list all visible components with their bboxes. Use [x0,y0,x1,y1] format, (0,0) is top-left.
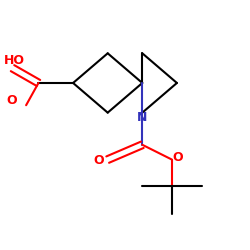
Text: O: O [94,154,104,167]
Text: O: O [173,151,184,164]
Text: O: O [6,94,16,107]
Text: N: N [137,112,147,124]
Text: HO: HO [4,54,25,67]
